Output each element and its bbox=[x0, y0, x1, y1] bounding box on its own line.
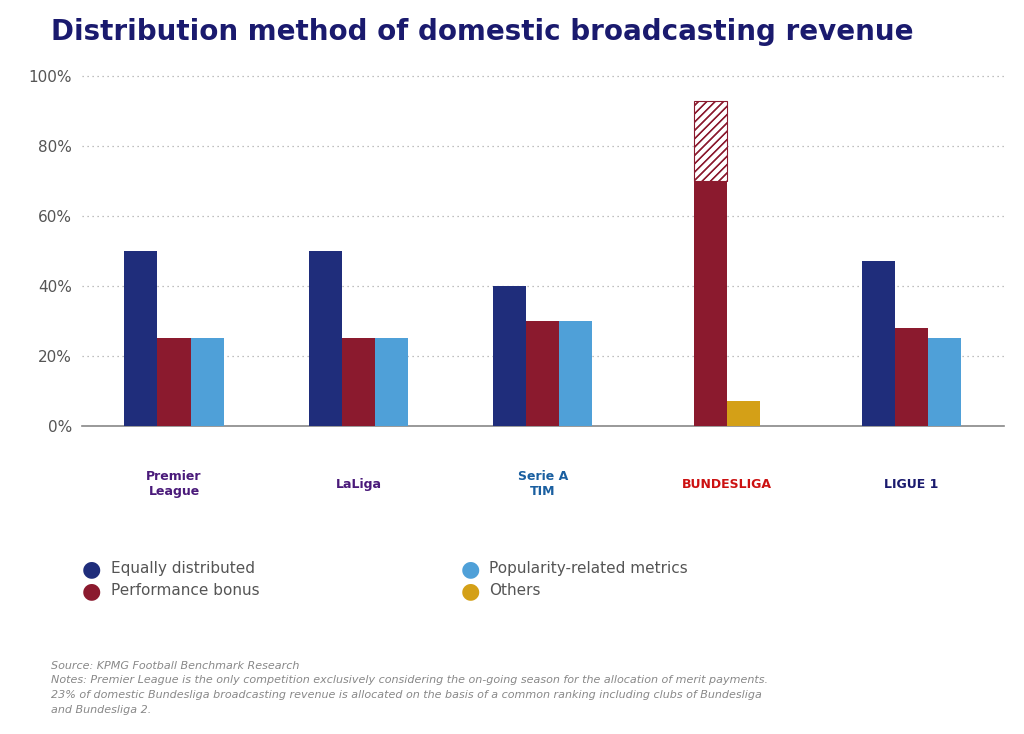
Bar bbox=[694, 101, 727, 181]
Text: Others: Others bbox=[489, 584, 541, 598]
Bar bbox=[694, 181, 727, 426]
Bar bbox=[727, 401, 760, 426]
Bar bbox=[158, 338, 190, 426]
Text: Performance bonus: Performance bonus bbox=[111, 584, 259, 598]
Text: Source: KPMG Football Benchmark Research
Notes: Premier League is the only compe: Source: KPMG Football Benchmark Research… bbox=[51, 661, 768, 715]
Bar bbox=[342, 338, 375, 426]
Text: LaLiga: LaLiga bbox=[336, 478, 381, 491]
Bar bbox=[559, 321, 593, 426]
Bar bbox=[928, 338, 962, 426]
Text: Distribution method of domestic broadcasting revenue: Distribution method of domestic broadcas… bbox=[51, 18, 913, 46]
Bar bbox=[375, 338, 409, 426]
Bar bbox=[861, 261, 895, 426]
Text: Serie A
TIM: Serie A TIM bbox=[517, 470, 568, 498]
Bar bbox=[526, 321, 559, 426]
Bar bbox=[895, 328, 928, 426]
Bar bbox=[124, 251, 158, 426]
Text: Popularity-related metrics: Popularity-related metrics bbox=[489, 562, 688, 576]
Text: BUNDESLIGA: BUNDESLIGA bbox=[682, 478, 772, 491]
Text: ●: ● bbox=[82, 559, 101, 579]
Text: ●: ● bbox=[461, 559, 480, 579]
Bar bbox=[308, 251, 342, 426]
Text: Premier
League: Premier League bbox=[146, 470, 202, 498]
Bar bbox=[493, 286, 526, 426]
Text: ●: ● bbox=[461, 581, 480, 601]
Text: LIGUE 1: LIGUE 1 bbox=[884, 478, 939, 491]
Text: Equally distributed: Equally distributed bbox=[111, 562, 255, 576]
Bar bbox=[694, 101, 727, 181]
Bar bbox=[190, 338, 224, 426]
Text: ●: ● bbox=[82, 581, 101, 601]
